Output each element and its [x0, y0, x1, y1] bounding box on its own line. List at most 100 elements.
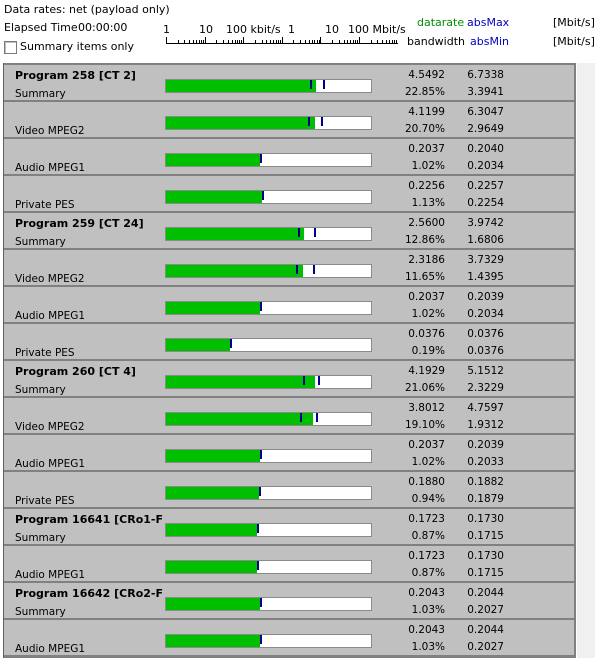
bandwidth-percent: 1.02%: [411, 160, 445, 172]
absmin-column-header: absMin: [470, 35, 509, 48]
table-row[interactable]: Private PES 0.2256 0.2257 1.13% 0.2254: [4, 176, 574, 211]
scale-label-100mbit: 100 Mbit/s: [348, 23, 406, 36]
stream-label: Audio MPEG1: [15, 310, 86, 322]
bandwidth-percent: 1.02%: [411, 308, 445, 320]
table-row[interactable]: Private PES 0.0376 0.0376 0.19% 0.0376: [4, 324, 574, 359]
absmin-value: 0.2034: [467, 308, 504, 320]
table-row[interactable]: Audio MPEG1 0.2037 0.2040 1.02% 0.2034: [4, 139, 574, 174]
scale-tick: [232, 40, 233, 44]
max-marker: [230, 339, 232, 348]
bar-fill: [166, 598, 260, 610]
summary-only-checkbox[interactable]: [4, 41, 17, 54]
bandwidth-bar: [165, 153, 372, 167]
scale-tick: [319, 40, 320, 44]
summary-only-label[interactable]: Summary items only: [20, 40, 135, 53]
header-panel: Data rates: net (payload only) Elapsed T…: [0, 0, 595, 60]
table-row[interactable]: Video MPEG2 4.1199 6.3047 20.70% 2.9649: [4, 102, 574, 137]
scale-tick: [178, 40, 179, 44]
absmax-value: 3.9742: [467, 217, 504, 229]
max-marker: [259, 487, 261, 496]
scale-tick: [359, 37, 360, 44]
datarate-value: 3.8012: [408, 402, 445, 414]
scale-tick: [309, 40, 310, 44]
table-row[interactable]: Audio MPEG1 0.1723 0.1730 0.87% 0.1715: [4, 546, 574, 581]
table-row[interactable]: Program 258 [CT 2] Summary 4.5492 6.7338 22.…: [4, 65, 574, 100]
bandwidth-bar: [165, 190, 372, 204]
table-row[interactable]: Program 16642 [CRo2-F Summary 0.2043 0.2044…: [4, 583, 574, 618]
bar-fill: [166, 302, 260, 314]
absmax-value: 6.3047: [467, 106, 504, 118]
datarate-value: 0.0376: [408, 328, 445, 340]
elapsed-time-label: Elapsed Time: [4, 21, 78, 34]
table-row[interactable]: Video MPEG2 2.3186 3.7329 11.65% 1.4395: [4, 250, 574, 285]
bandwidth-bar: [165, 412, 372, 426]
data-rates-label: Data rates: net (payload only): [4, 3, 170, 16]
scale-tick: [228, 40, 229, 44]
bandwidth-percent: 0.19%: [411, 345, 445, 357]
table-row[interactable]: Video MPEG2 3.8012 4.7597 19.10% 1.9312: [4, 398, 574, 433]
scale-tick: [392, 40, 393, 44]
bandwidth-bar: [165, 597, 372, 611]
bar-fill: [166, 154, 260, 166]
bar-fill: [166, 524, 257, 536]
absmax-value: 0.2039: [467, 291, 504, 303]
bar-fill: [166, 450, 260, 462]
absmin-value: 2.3229: [467, 382, 504, 394]
bandwidth-percent: 1.03%: [411, 604, 445, 616]
bar-fill: [166, 413, 313, 425]
bandwidth-bar: [165, 486, 372, 500]
absmax-value: 0.2040: [467, 143, 504, 155]
bandwidth-percent: 12.86%: [404, 234, 445, 246]
max-marker: [314, 228, 316, 237]
max-marker: [257, 561, 259, 570]
bandwidth-percent: 22.85%: [404, 86, 445, 98]
scale-tick: [273, 40, 274, 44]
table-row[interactable]: Private PES 0.1880 0.1882 0.94% 0.1879: [4, 472, 574, 507]
min-marker: [310, 80, 312, 89]
scale-tick: [339, 40, 340, 44]
table-row[interactable]: Program 259 [CT 24] Summary 2.5600 3.9742 12…: [4, 213, 574, 248]
max-marker: [318, 376, 320, 385]
scale-tick: [350, 40, 351, 44]
table-row[interactable]: Program 16641 [CRo1-F Summary 0.1723 0.1730…: [4, 509, 574, 544]
absmax-value: 5.1512: [467, 365, 504, 377]
max-marker: [316, 413, 318, 422]
datarate-value: 0.2037: [408, 291, 445, 303]
datarate-value: 4.1199: [408, 106, 445, 118]
scale-tick: [344, 40, 345, 44]
scale-tick: [189, 40, 190, 44]
stream-label: Summary: [15, 532, 66, 544]
min-marker: [308, 117, 310, 126]
scale-tick: [312, 40, 313, 44]
scale-label-100kbit: 100 kbit/s: [226, 23, 281, 36]
absmax-value: 0.1730: [467, 550, 504, 562]
stream-label: Audio MPEG1: [15, 458, 86, 470]
table-row[interactable]: Audio MPEG1 0.2037 0.2039 1.02% 0.2033: [4, 435, 574, 470]
absmin-value: 0.1715: [467, 567, 504, 579]
scale-tick: [196, 40, 197, 44]
scale-tick: [300, 40, 301, 44]
scale-tick: [282, 37, 283, 44]
program-name: Program 16641 [CRo1-F: [15, 513, 164, 526]
absmax-value: 6.7338: [467, 69, 504, 81]
stream-label: Audio MPEG1: [15, 569, 86, 581]
bar-fill: [166, 265, 303, 277]
absmin-value: 0.2034: [467, 160, 504, 172]
bar-fill: [166, 117, 315, 129]
bar-fill: [166, 487, 259, 499]
absmax-value: 4.7597: [467, 402, 504, 414]
bandwidth-percent: 0.87%: [411, 530, 445, 542]
table-row[interactable]: Audio MPEG1 0.2037 0.2039 1.02% 0.2034: [4, 287, 574, 322]
stream-label: Summary: [15, 88, 66, 100]
scale-label-10m: 10: [325, 23, 339, 36]
datarate-value: 0.2037: [408, 143, 445, 155]
scale-label-10: 10: [199, 23, 213, 36]
scale-tick: [357, 40, 358, 44]
bandwidth-percent: 1.13%: [411, 197, 445, 209]
table-row[interactable]: Program 260 [CT 4] Summary 4.1929 5.1512 21.…: [4, 361, 574, 396]
scale-tick: [237, 40, 238, 44]
table-row[interactable]: Audio MPEG1 0.2043 0.2044 1.03% 0.2027: [4, 620, 574, 655]
absmax-value: 0.2039: [467, 439, 504, 451]
bandwidth-percent: 19.10%: [404, 419, 445, 431]
stream-label: Summary: [15, 606, 66, 618]
